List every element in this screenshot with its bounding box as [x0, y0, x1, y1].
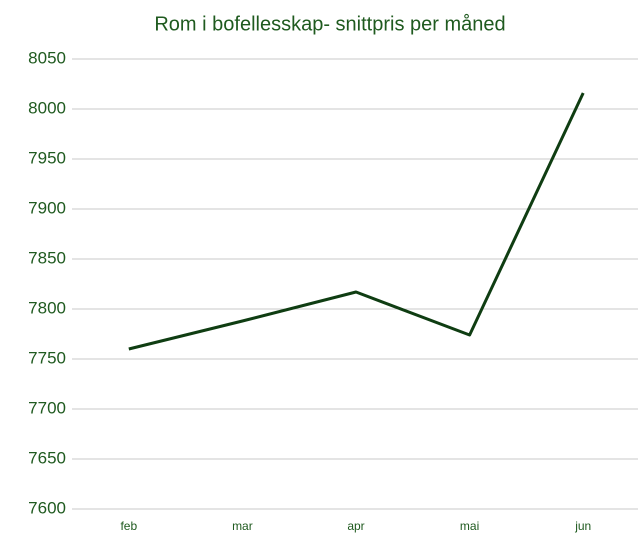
x-tick-label: apr	[347, 519, 364, 533]
y-tick-label: 7700	[28, 398, 66, 417]
y-tick-label: 7750	[28, 348, 66, 367]
x-tick-label: jun	[574, 519, 591, 533]
y-tick-label: 7650	[28, 448, 66, 467]
y-tick-label: 8000	[28, 98, 66, 117]
x-tick-label: feb	[120, 519, 137, 533]
y-tick-label: 7600	[28, 498, 66, 517]
y-tick-label: 8050	[28, 48, 66, 67]
data-line	[128, 92, 585, 351]
y-tick-label: 7850	[28, 248, 66, 267]
x-tick-label: mar	[232, 519, 253, 533]
chart-title: Rom i bofellesskap- snittpris per måned	[154, 13, 505, 35]
x-tick-label: mai	[460, 519, 479, 533]
y-tick-label: 7950	[28, 148, 66, 167]
y-tick-label: 7900	[28, 198, 66, 217]
y-tick-label: 7800	[28, 298, 66, 317]
